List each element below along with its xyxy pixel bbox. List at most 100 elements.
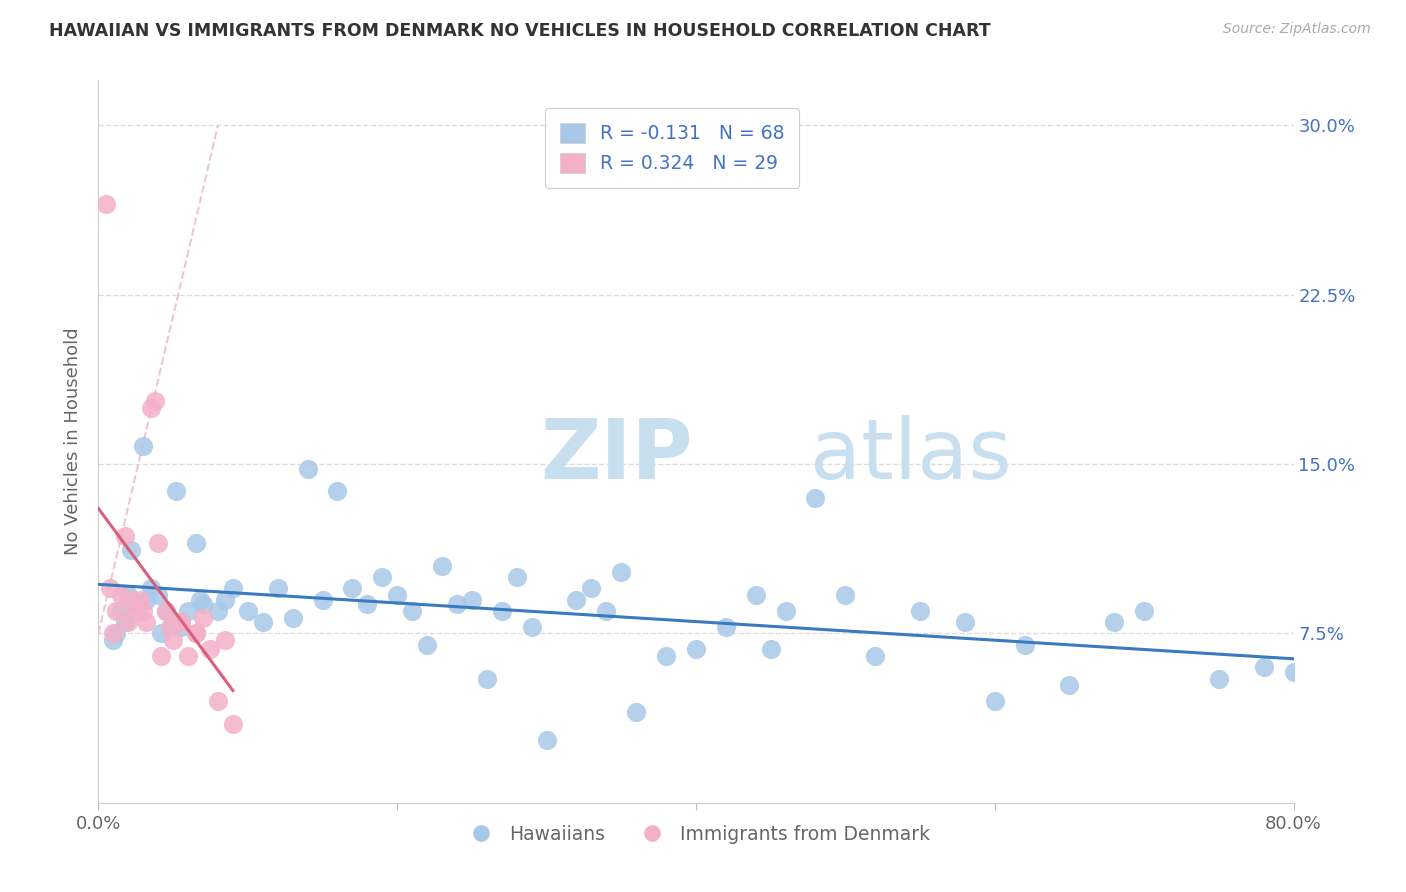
Point [110, 604, 132, 618]
Point [356, 597, 378, 611]
Point [120, 542, 142, 557]
Point [804, 491, 827, 505]
Point [132, 439, 155, 453]
Point [1282, 665, 1305, 679]
Point [103, 633, 125, 648]
Point [520, 620, 543, 634]
Point [655, 648, 678, 663]
Point [430, 558, 453, 573]
Point [214, 592, 236, 607]
Point [461, 592, 484, 607]
Point [120, 592, 142, 607]
Point [446, 597, 468, 611]
Text: atlas: atlas [810, 416, 1011, 497]
Y-axis label: No Vehicles in Household: No Vehicles in Household [63, 327, 82, 556]
Point [1059, 678, 1081, 692]
Point [506, 570, 529, 584]
Point [184, 626, 207, 640]
Point [191, 597, 214, 611]
Point [117, 588, 139, 602]
Point [401, 604, 423, 618]
Point [1014, 638, 1036, 652]
Point [169, 615, 191, 630]
Point [908, 604, 931, 618]
Point [222, 582, 245, 596]
Point [105, 626, 128, 640]
Point [155, 604, 177, 618]
Point [148, 536, 170, 550]
Point [139, 582, 162, 596]
Point [132, 604, 155, 618]
Point [169, 615, 191, 630]
Point [252, 615, 274, 630]
Point [626, 706, 648, 720]
Point [177, 648, 200, 663]
Legend: Hawaiians, Immigrants from Denmark: Hawaiians, Immigrants from Denmark [454, 817, 938, 851]
Point [105, 604, 128, 618]
Point [385, 588, 409, 602]
Point [214, 633, 236, 648]
Point [135, 615, 157, 630]
Point [159, 620, 181, 634]
Point [169, 620, 191, 634]
Text: HAWAIIAN VS IMMIGRANTS FROM DENMARK NO VEHICLES IN HOUSEHOLD CORRELATION CHART: HAWAIIAN VS IMMIGRANTS FROM DENMARK NO V… [49, 22, 991, 40]
Point [177, 604, 200, 618]
Point [114, 529, 136, 543]
Point [865, 648, 887, 663]
Point [371, 570, 394, 584]
Point [200, 642, 222, 657]
Point [834, 588, 856, 602]
Point [1253, 660, 1275, 674]
Point [135, 592, 157, 607]
Point [311, 592, 333, 607]
Point [984, 694, 1007, 708]
Point [148, 588, 170, 602]
Point [125, 597, 148, 611]
Point [475, 672, 498, 686]
Point [188, 592, 211, 607]
Point [114, 615, 136, 630]
Point [281, 610, 304, 624]
Point [953, 615, 976, 630]
Point [267, 582, 290, 596]
Point [759, 642, 782, 657]
Point [191, 610, 214, 624]
Point [162, 615, 184, 630]
Point [1133, 604, 1156, 618]
Point [207, 694, 229, 708]
Point [775, 604, 797, 618]
Point [297, 461, 319, 475]
Point [162, 633, 184, 648]
Point [117, 615, 139, 630]
Point [184, 626, 207, 640]
Point [94, 197, 117, 211]
Point [595, 604, 617, 618]
Point [150, 626, 173, 640]
Point [103, 626, 125, 640]
Point [150, 648, 173, 663]
Point [207, 604, 229, 618]
Point [685, 642, 707, 657]
Point [326, 484, 349, 499]
Point [536, 732, 558, 747]
Point [1104, 615, 1126, 630]
Point [165, 484, 187, 499]
Point [581, 582, 603, 596]
Point [714, 620, 737, 634]
Point [143, 393, 166, 408]
Point [125, 604, 148, 618]
Point [610, 566, 633, 580]
Point [565, 592, 588, 607]
Text: ZIP: ZIP [541, 416, 693, 497]
Point [155, 604, 177, 618]
Point [342, 582, 364, 596]
Point [222, 716, 245, 731]
Point [491, 604, 513, 618]
Point [110, 588, 132, 602]
Point [139, 401, 162, 415]
Point [98, 582, 122, 596]
Point [129, 592, 152, 607]
Point [745, 588, 768, 602]
Point [416, 638, 439, 652]
Point [1208, 672, 1230, 686]
